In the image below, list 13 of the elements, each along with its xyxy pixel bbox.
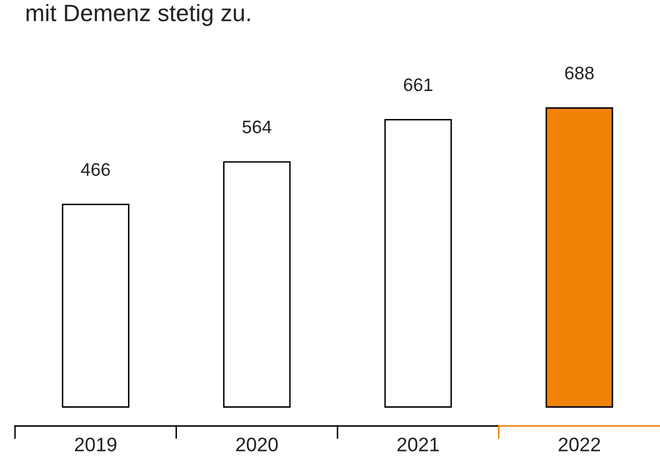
data-label: 688 [565,66,594,80]
bar [223,161,291,408]
x-tick-label: 2021 [397,438,439,452]
bar [384,119,452,408]
data-label: 661 [404,78,432,92]
x-tick-label: 2020 [236,438,278,452]
data-label: 466 [80,163,110,176]
chart-title: mit Demenz stetig zu. [26,4,250,26]
data-label: 564 [242,120,272,134]
x-tick-label: 2022 [558,438,600,452]
bar [62,204,130,408]
bar [546,107,614,408]
x-tick-label: 2019 [74,438,116,452]
